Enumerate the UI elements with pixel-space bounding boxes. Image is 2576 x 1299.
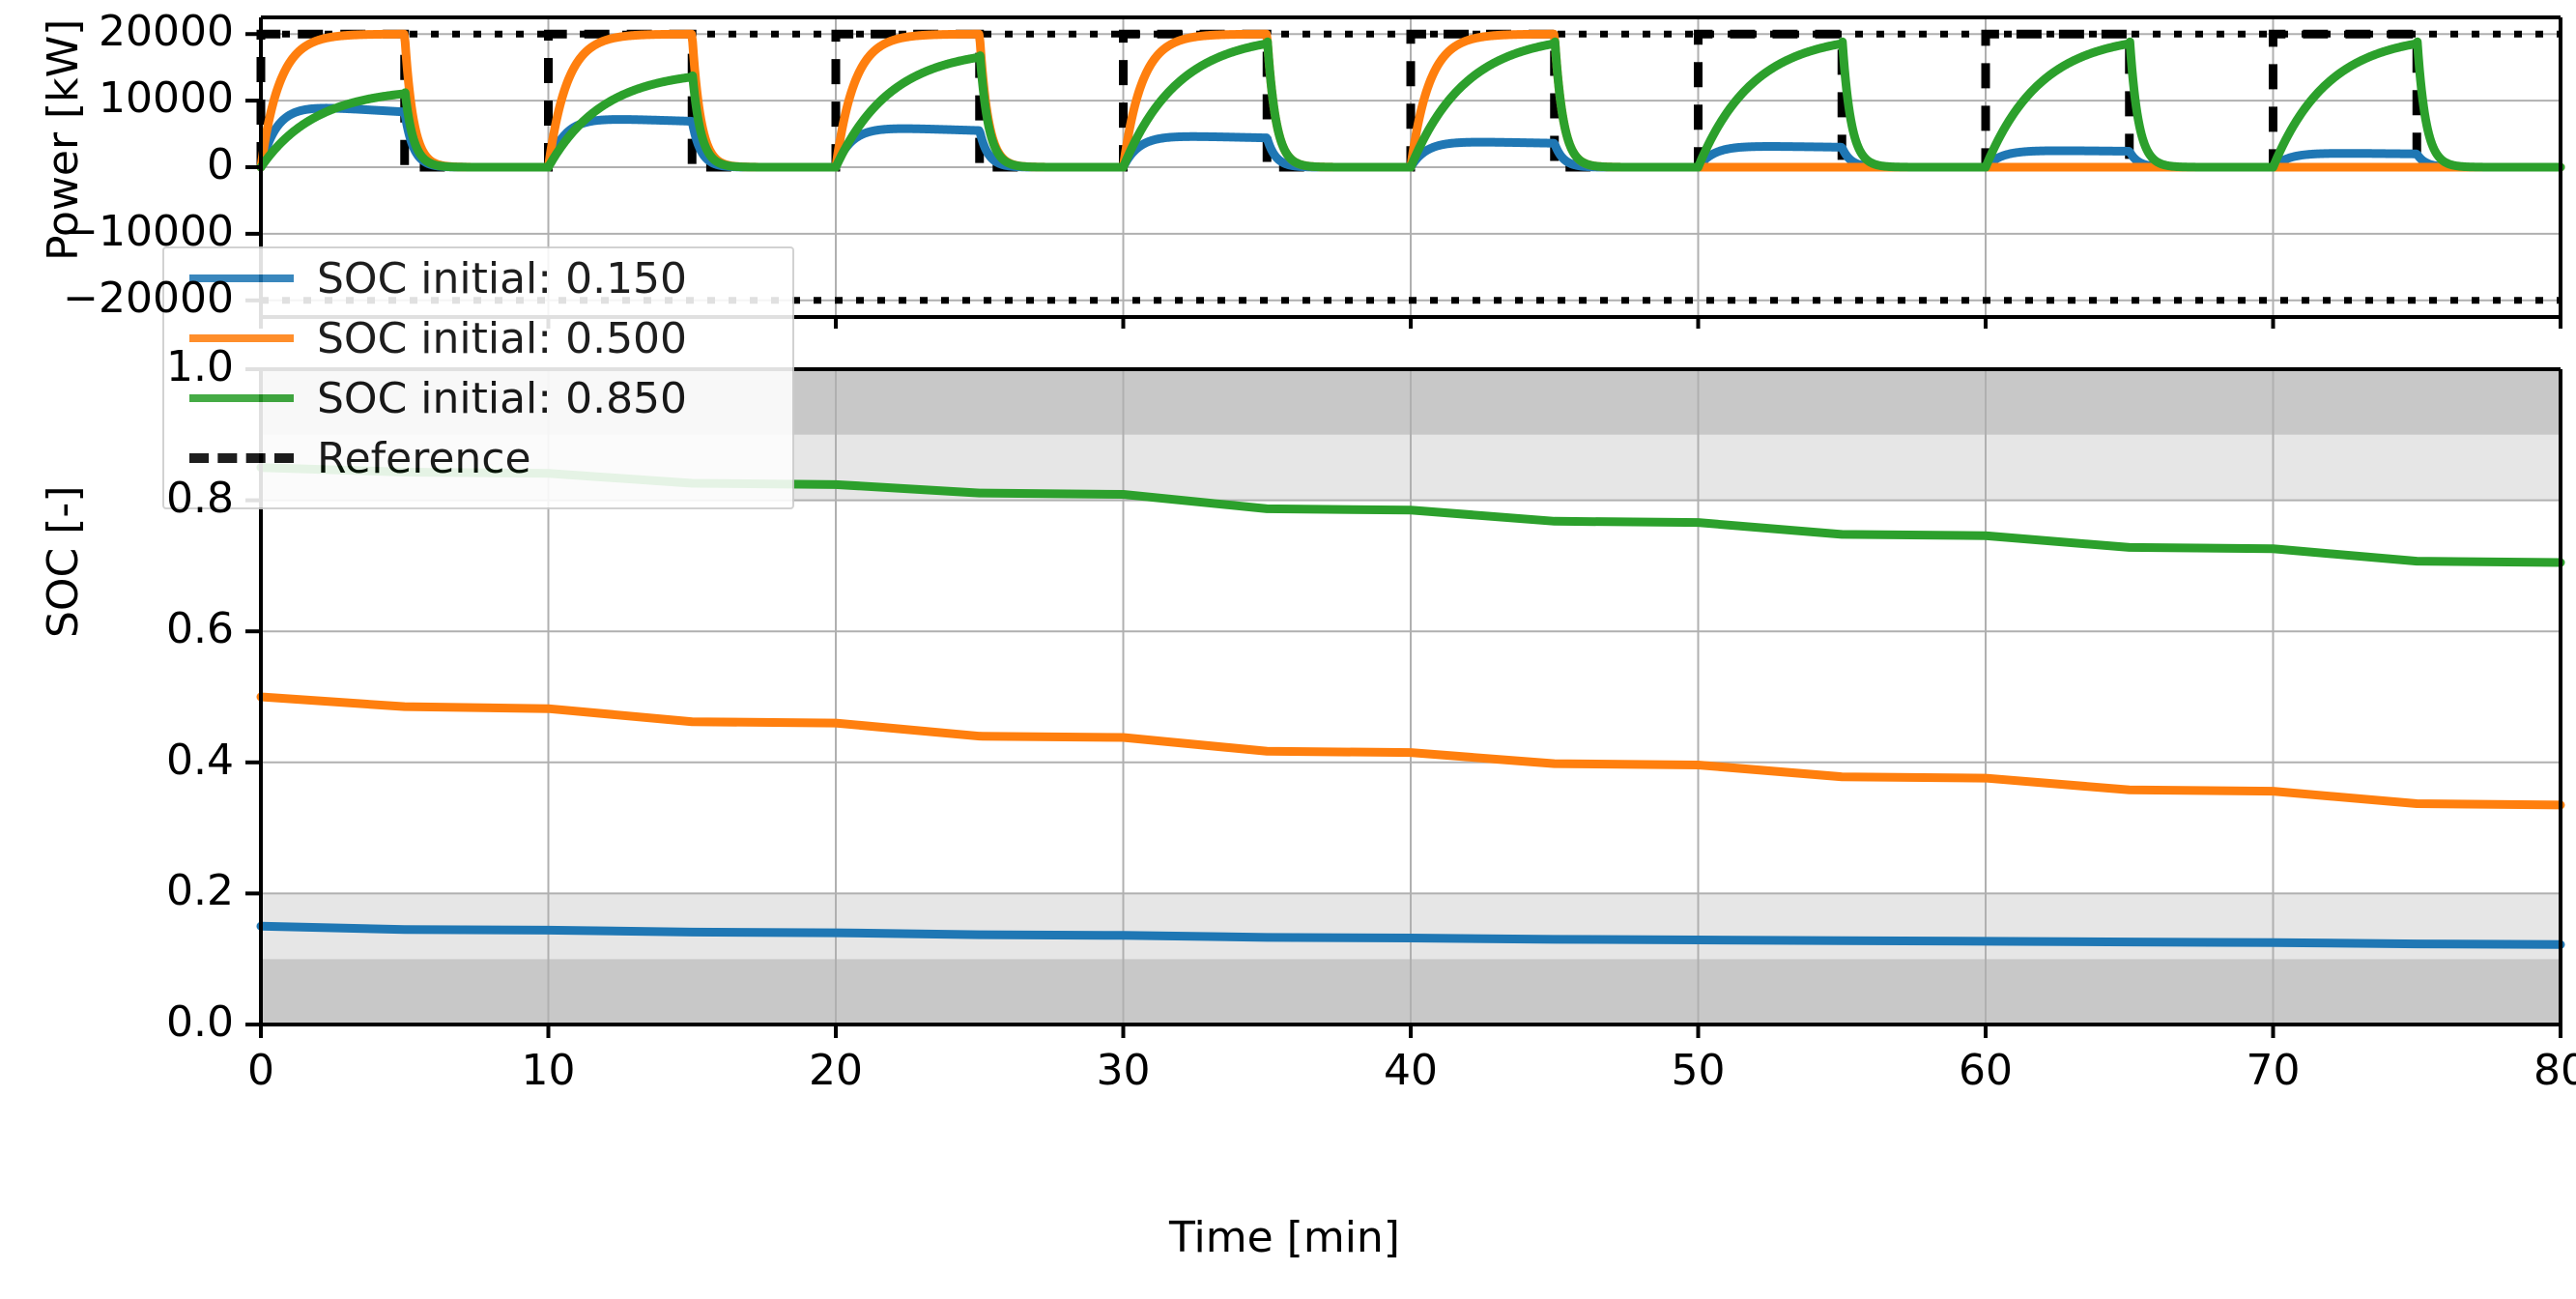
legend-item[interactable]: Reference	[164, 428, 792, 488]
soc-x-tick-label: 40	[1384, 1046, 1438, 1095]
power-series-line	[256, 37, 2565, 172]
soc-y-tick-label: 0.2	[166, 866, 234, 916]
power-y-tick-label: 20000	[99, 7, 234, 57]
legend-item[interactable]: SOC initial: 0.500	[164, 308, 792, 368]
legend-item[interactable]: SOC initial: 0.850	[164, 368, 792, 428]
soc-x-tick-label: 0	[247, 1046, 274, 1095]
soc-y-tick-label: 1.0	[166, 342, 234, 391]
soc-series-line	[256, 692, 2565, 810]
soc-x-tick-label: 50	[1671, 1046, 1726, 1095]
soc-x-tick-label: 30	[1096, 1046, 1151, 1095]
soc-x-tick-label: 60	[1959, 1046, 2013, 1095]
power-y-tick-label: 0	[207, 140, 234, 189]
power-y-tick-label: −20000	[63, 273, 234, 323]
soc-y-axis-label: SOC [-]	[39, 485, 88, 638]
legend-item-label: SOC initial: 0.150	[317, 253, 688, 303]
soc-x-tick-label: 10	[521, 1046, 576, 1095]
soc-x-tick-label: 80	[2533, 1046, 2576, 1095]
soc-y-tick-label: 0.4	[166, 735, 234, 785]
soc-y-tick-label: 0.8	[166, 473, 234, 523]
legend-item[interactable]: SOC initial: 0.150	[164, 248, 792, 308]
soc-x-axis-label: Time [min]	[1169, 1213, 1400, 1262]
legend-item-label: Reference	[317, 433, 531, 483]
soc-y-tick-label: 0.0	[166, 997, 234, 1047]
legend-line-key-icon	[189, 394, 294, 402]
legend: SOC initial: 0.150 SOC initial: 0.500 SOC …	[162, 246, 794, 509]
legend-line-key-icon	[189, 274, 294, 282]
soc-y-tick-label: 0.6	[166, 604, 234, 654]
power-chart	[245, 15, 2565, 329]
legend-item-label: SOC initial: 0.500	[317, 313, 688, 363]
legend-line-key-icon	[189, 334, 294, 342]
soc-x-tick-label: 70	[2246, 1046, 2301, 1095]
soc-series-line	[256, 921, 2565, 949]
soc-x-tick-label: 20	[809, 1046, 863, 1095]
legend-dashed-key-icon	[189, 453, 294, 463]
legend-item-label: SOC initial: 0.850	[317, 373, 688, 423]
power-y-tick-label: 10000	[99, 73, 234, 124]
power-y-tick-label: −10000	[63, 206, 234, 256]
